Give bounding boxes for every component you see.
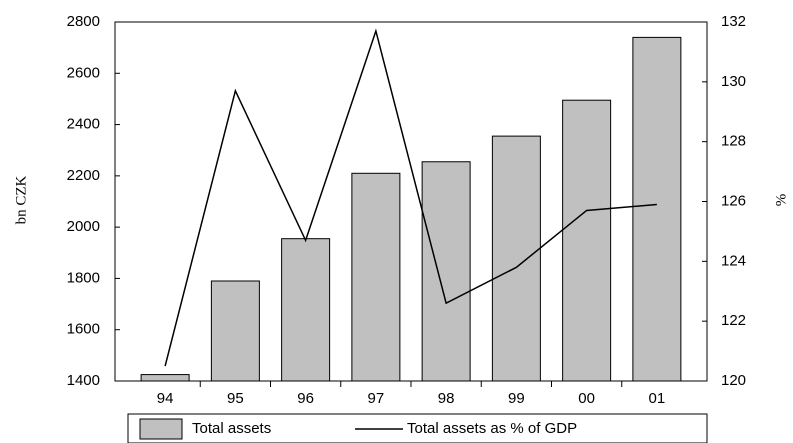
y-tick-label: 2600 <box>67 64 100 81</box>
bar <box>421 161 471 382</box>
line <box>164 28 657 367</box>
bar <box>140 374 190 382</box>
x-tick-label: 98 <box>438 390 455 407</box>
y2-tick-label: 128 <box>721 133 746 150</box>
bar <box>632 36 682 382</box>
legend-box <box>127 413 708 443</box>
y-tick-label: 2200 <box>67 167 100 184</box>
bar <box>351 172 401 382</box>
y2-axis-label: % <box>773 194 789 207</box>
y-tick-label: 2000 <box>67 218 100 235</box>
y-axis-label: bn CZK <box>13 175 29 224</box>
y2-tick-label: 124 <box>721 252 746 269</box>
y-tick-label: 2800 <box>67 13 100 30</box>
x-tick-label: 94 <box>157 390 174 407</box>
y-tick-label: 2400 <box>67 116 100 133</box>
x-tick-label: 99 <box>508 390 525 407</box>
y2-tick-label: 122 <box>721 312 746 329</box>
x-tick-label: 97 <box>368 390 385 407</box>
bar <box>210 280 260 382</box>
legend-swatch <box>139 418 183 440</box>
bar <box>491 135 541 382</box>
y2-tick-label: 120 <box>721 372 746 389</box>
y-tick-label: 1400 <box>67 372 100 389</box>
legend-label: Total assets <box>192 420 271 437</box>
bar <box>281 238 331 382</box>
x-tick-label: 95 <box>227 390 244 407</box>
legend-label: Total assets as % of GDP <box>407 420 577 437</box>
bar <box>562 99 612 382</box>
x-tick-label: 00 <box>578 390 595 407</box>
y-tick-label: 1800 <box>67 269 100 286</box>
y2-tick-label: 126 <box>721 192 746 209</box>
x-tick-label: 01 <box>649 390 666 407</box>
plot-frame <box>114 21 708 382</box>
y-tick-label: 1600 <box>67 321 100 338</box>
y2-tick-label: 130 <box>721 73 746 90</box>
x-tick-label: 96 <box>297 390 314 407</box>
y2-tick-label: 132 <box>721 13 746 30</box>
